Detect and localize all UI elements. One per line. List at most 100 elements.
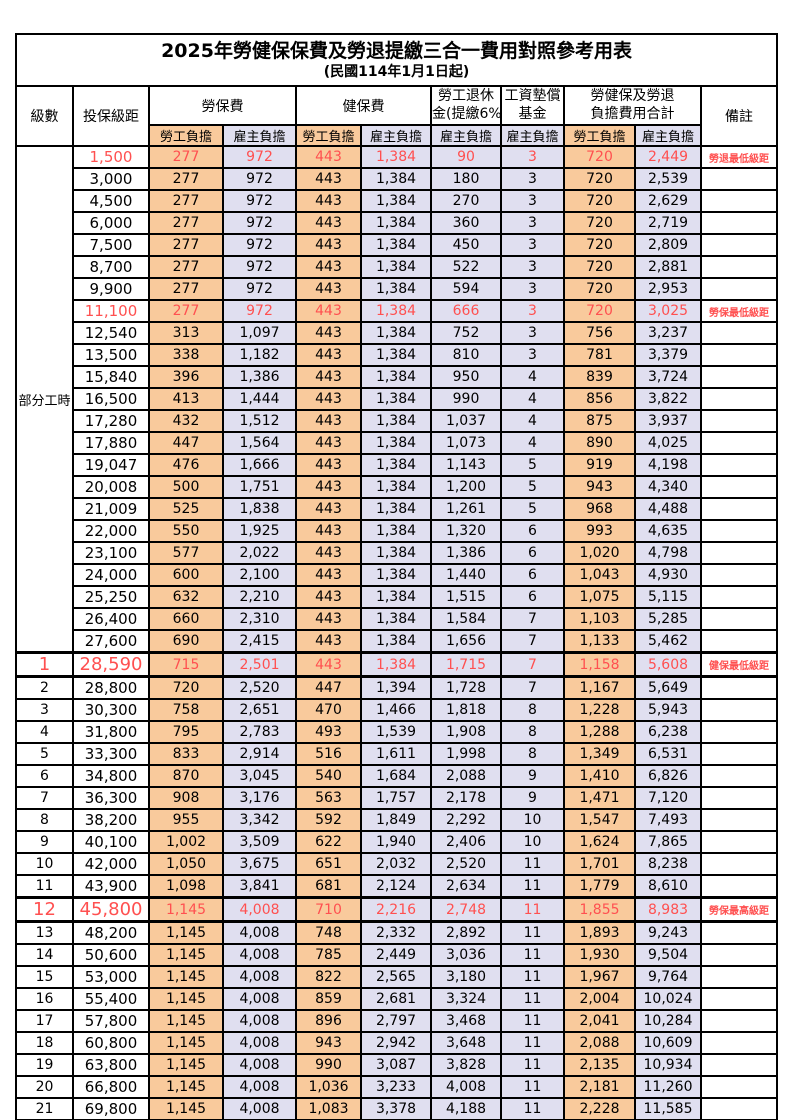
table-row: 17 57,800 1,145 4,008 896 2,797 3,468 11 2,041 10… [15,1009,779,1033]
remark-cell [699,675,779,700]
value-cell: 4,488 [634,497,702,521]
remark-cell [699,1053,779,1077]
value-cell: 277 [148,233,224,257]
value-cell: 2,210 [222,585,297,609]
remark-cell [699,1009,779,1033]
value-cell: 8 [500,698,565,722]
value-cell: 7,865 [634,830,702,854]
subheader-labor-employer: 雇主負擔 [222,124,297,147]
value-cell: 1,098 [148,874,224,899]
table-row: 20 66,800 1,145 4,008 1,036 3,233 4,008 11 2,181… [15,1075,779,1099]
table-row: 20,008 500 1,751 443 1,384 1,200 5 943 4,340 [16,475,779,499]
value-cell: 2,415 [222,629,297,654]
bracket-cell: 12,540 [72,321,150,345]
value-cell: 720 [563,167,636,191]
bracket-cell: 57,800 [72,1009,150,1033]
value-cell: 2,041 [563,1009,636,1033]
table-row: 27,600 690 2,415 443 1,384 1,656 7 1,133 5,462 [16,629,779,654]
value-cell: 1,043 [563,563,636,587]
value-cell: 660 [148,607,224,631]
value-cell: 4,008 [222,896,297,923]
value-cell: 6,531 [634,742,702,766]
value-cell: 4 [500,365,565,389]
table-row: 24,000 600 2,100 443 1,384 1,440 6 1,043 4,930 [16,563,779,587]
value-cell: 3,675 [222,852,297,876]
remark-cell [699,742,779,766]
value-cell: 277 [148,277,224,301]
remark-cell [699,720,779,744]
total-label-line1: 勞健保及勞退 [590,88,675,104]
value-cell: 8 [500,720,565,744]
bracket-cell: 40,100 [72,830,150,854]
value-cell: 11,585 [634,1097,702,1120]
value-cell: 2,032 [360,852,432,876]
value-cell: 3,378 [360,1097,432,1120]
value-cell: 4,930 [634,563,702,587]
value-cell: 11 [500,987,565,1011]
value-cell: 1,167 [563,675,636,700]
value-cell: 443 [295,145,362,169]
value-cell: 1,818 [430,698,502,722]
table-body: 部分工時 1,500 277 972 443 1,384 90 3 720 2,449 勞退最低級距… [15,145,779,1120]
value-cell: 10,024 [634,987,702,1011]
value-cell: 1,384 [360,189,432,213]
value-cell: 443 [295,365,362,389]
col-header-pension: 勞工退休 金(提繳6%) [430,85,502,126]
value-cell: 6 [500,519,565,543]
value-cell: 810 [430,343,502,367]
value-cell: 1,050 [148,852,224,876]
value-cell: 1,515 [430,585,502,609]
value-cell: 1,386 [430,541,502,565]
bracket-cell: 8,700 [72,255,150,279]
value-cell: 752 [430,321,502,345]
value-cell: 3,342 [222,808,297,832]
value-cell: 4,008 [222,987,297,1011]
value-cell: 3 [500,211,565,235]
value-cell: 5,649 [634,675,702,700]
value-cell: 968 [563,497,636,521]
table-row: 10 42,000 1,050 3,675 651 2,032 2,520 11 1,701 8,… [15,852,779,876]
remark-cell [699,808,779,832]
value-cell: 1,384 [360,387,432,411]
value-cell: 2,449 [634,145,702,169]
value-cell: 413 [148,387,224,411]
value-cell: 1,073 [430,431,502,455]
value-cell: 443 [295,497,362,521]
value-cell: 943 [295,1031,362,1055]
subheader-pension-employer: 雇主負擔 [430,124,502,147]
table-row: 14 50,600 1,145 4,008 785 2,449 3,036 11 1,930 9,… [15,943,779,967]
value-cell: 5,462 [634,629,702,654]
value-cell: 990 [430,387,502,411]
remark-cell [699,698,779,722]
value-cell: 1,384 [360,431,432,455]
value-cell: 1,701 [563,852,636,876]
value-cell: 1,037 [430,409,502,433]
value-cell: 5,608 [634,651,702,678]
value-cell: 4,025 [634,431,702,455]
value-cell: 2,292 [430,808,502,832]
subheader-wage-fund-employer: 雇主負擔 [500,124,565,147]
remark-cell [699,585,779,609]
bracket-cell: 53,000 [72,965,150,989]
value-cell: 4,008 [430,1075,502,1099]
value-cell: 4,008 [222,965,297,989]
value-cell: 972 [222,167,297,191]
bracket-cell: 45,800 [72,896,150,923]
value-cell: 443 [295,387,362,411]
level-cell: 1 [15,651,74,678]
value-cell: 9,764 [634,965,702,989]
value-cell: 3,237 [634,321,702,345]
bracket-cell: 4,500 [72,189,150,213]
value-cell: 3 [500,255,565,279]
value-cell: 9 [500,764,565,788]
value-cell: 972 [222,189,297,213]
level-cell: 7 [15,786,74,810]
bracket-cell: 26,400 [72,607,150,631]
value-cell: 690 [148,629,224,654]
value-cell: 2,651 [222,698,297,722]
value-cell: 2,181 [563,1075,636,1099]
value-cell: 500 [148,475,224,499]
bracket-cell: 24,000 [72,563,150,587]
value-cell: 1,002 [148,830,224,854]
value-cell: 10,284 [634,1009,702,1033]
